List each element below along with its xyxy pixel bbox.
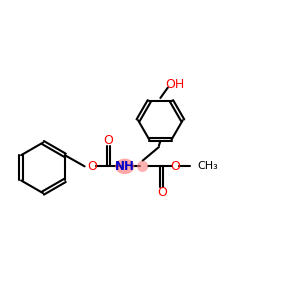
Text: NH: NH xyxy=(115,160,135,173)
Text: CH₃: CH₃ xyxy=(198,161,218,171)
Ellipse shape xyxy=(115,159,134,174)
Ellipse shape xyxy=(137,161,148,172)
Text: O: O xyxy=(157,186,167,199)
Text: O: O xyxy=(103,134,113,147)
Text: O: O xyxy=(170,160,180,173)
Text: OH: OH xyxy=(165,78,184,91)
Text: O: O xyxy=(87,160,97,173)
